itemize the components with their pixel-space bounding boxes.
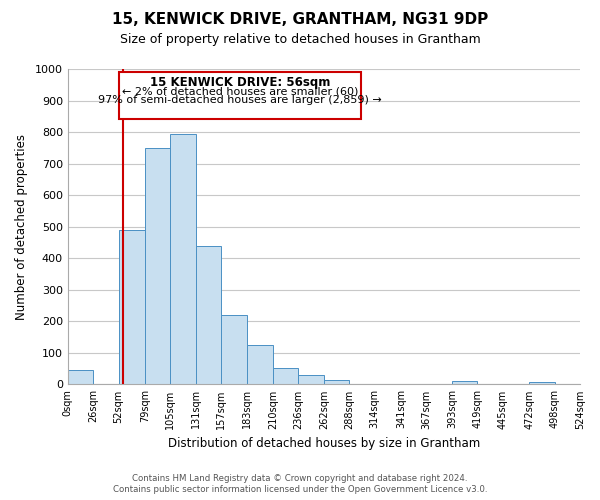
Text: 97% of semi-detached houses are larger (2,859) →: 97% of semi-detached houses are larger (… xyxy=(98,96,382,106)
X-axis label: Distribution of detached houses by size in Grantham: Distribution of detached houses by size … xyxy=(168,437,480,450)
Bar xyxy=(145,148,170,384)
Bar xyxy=(273,368,298,384)
Text: 15 KENWICK DRIVE: 56sqm: 15 KENWICK DRIVE: 56sqm xyxy=(149,76,330,89)
Bar xyxy=(68,370,93,384)
Text: 15, KENWICK DRIVE, GRANTHAM, NG31 9DP: 15, KENWICK DRIVE, GRANTHAM, NG31 9DP xyxy=(112,12,488,28)
FancyBboxPatch shape xyxy=(119,72,361,120)
Bar xyxy=(170,134,196,384)
Bar xyxy=(247,345,273,385)
Bar xyxy=(221,315,247,384)
Bar xyxy=(324,380,349,384)
Bar xyxy=(119,230,145,384)
Bar xyxy=(452,382,478,384)
Text: Size of property relative to detached houses in Grantham: Size of property relative to detached ho… xyxy=(119,32,481,46)
Y-axis label: Number of detached properties: Number of detached properties xyxy=(15,134,28,320)
Text: Contains HM Land Registry data © Crown copyright and database right 2024.
Contai: Contains HM Land Registry data © Crown c… xyxy=(113,474,487,494)
Bar xyxy=(298,375,324,384)
Text: ← 2% of detached houses are smaller (60): ← 2% of detached houses are smaller (60) xyxy=(122,86,358,96)
Bar xyxy=(529,382,554,384)
Bar xyxy=(196,246,221,384)
